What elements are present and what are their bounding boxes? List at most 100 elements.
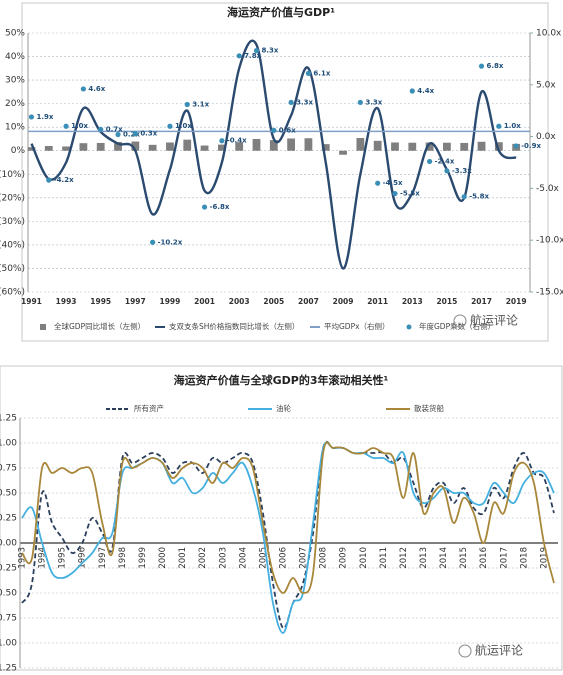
panel-border [21, 2, 549, 342]
x-tick-label: 1995 [90, 297, 111, 306]
y2-tick-label: -10.0x [536, 236, 563, 246]
legend-swatch [406, 324, 412, 330]
value-label: 0.6x [279, 126, 296, 134]
scatter-point [409, 88, 415, 94]
value-label: 3.3x [296, 98, 313, 106]
value-label: 4.4x [417, 87, 434, 95]
value-label: -4.5x [383, 179, 403, 187]
value-label: 6.8x [487, 62, 504, 70]
scatter-point [253, 48, 260, 54]
scatter-point [444, 168, 450, 174]
scatter-point [461, 194, 467, 200]
x-tick-label: 2002 [198, 547, 208, 569]
x-tick-label: 1997 [125, 297, 146, 306]
bar [287, 138, 296, 151]
legend-label: 平均GDPx（右侧） [324, 321, 390, 331]
value-label: -6.8x [210, 203, 230, 211]
value-label: -3.3x [452, 167, 472, 175]
bar [235, 142, 244, 151]
bar [321, 144, 330, 151]
legend-label: 全球GDP同比增长（左侧） [54, 321, 145, 331]
bar [62, 146, 70, 151]
y-tick-label: 40% [5, 52, 25, 62]
value-label: 8.3x [261, 47, 278, 55]
bar [148, 144, 157, 151]
y2-tick-label: 5.0x [536, 80, 556, 90]
y-tick-label: -0.75 [0, 614, 17, 624]
bar [96, 142, 105, 151]
x-tick-label: 2003 [229, 297, 250, 306]
bar [79, 143, 88, 151]
x-tick-label: 2001 [194, 297, 215, 306]
y2-tick-label: 0.0x [536, 132, 556, 142]
watermark-icon [458, 644, 472, 658]
y2-tick-label: 10.0x [536, 29, 562, 39]
x-tick-label: 2010 [359, 547, 369, 569]
scatter-point [496, 123, 502, 129]
bar [166, 142, 174, 151]
x-tick-label: 1991 [21, 297, 42, 306]
y-tick-label: -0.50 [0, 589, 17, 599]
bar [269, 140, 278, 151]
bar [304, 138, 313, 151]
legend-label: 散装货船 [414, 403, 444, 413]
scatter-point [201, 204, 208, 210]
value-label: -0.4x [227, 137, 247, 145]
bar [131, 141, 140, 151]
x-tick-label: 2015 [436, 297, 457, 306]
x-tick-label: 2001 [178, 547, 188, 569]
x-tick-label: 2009 [339, 547, 349, 569]
scatter-point [305, 70, 312, 77]
x-tick-label: 1995 [58, 547, 68, 569]
x-tick-label: 1993 [18, 547, 28, 569]
watermark-icon [453, 314, 467, 328]
y-tick-label: (40%) [0, 240, 25, 250]
value-label: 0.2x [123, 131, 140, 139]
scatter-point [98, 126, 104, 132]
value-label: 4.6x [88, 85, 105, 93]
x-tick-label: 2019 [506, 297, 527, 306]
scatter-point [392, 190, 398, 197]
panel-border [0, 365, 563, 671]
y2-tick-label: -5.0x [536, 184, 560, 194]
bar [183, 139, 192, 151]
y-tick-label: (50%) [0, 264, 25, 274]
scatter-point [288, 99, 294, 106]
y-tick-label: 1.00 [0, 439, 17, 449]
x-tick-label: 2005 [263, 297, 284, 306]
y-tick-label: -0.25 [0, 564, 17, 574]
y-tick-label: 0.00 [0, 539, 17, 549]
x-tick-label: 2017 [471, 297, 492, 306]
scatter-point [478, 63, 485, 69]
scatter-point [115, 131, 121, 138]
x-tick-label: 2008 [319, 547, 329, 569]
x-tick-label: 2000 [158, 547, 168, 569]
scatter-point [427, 158, 433, 165]
value-label: 1.0x [504, 122, 521, 130]
value-label: 1.9x [36, 113, 53, 121]
watermark: 航运评论 [475, 643, 523, 658]
x-tick-label: 2016 [479, 547, 489, 569]
legend-label: 所有资产 [134, 403, 164, 413]
scatter-point [375, 180, 381, 186]
y-tick-label: 0.75 [0, 464, 17, 474]
bar [217, 144, 226, 151]
scatter-point [28, 114, 35, 120]
watermark: 航运评论 [470, 313, 518, 328]
scatter-point [132, 130, 138, 137]
x-tick-label: 2007 [298, 297, 319, 306]
scatter-point [80, 86, 86, 92]
x-tick-label: 2018 [519, 547, 529, 569]
value-label: 3.3x [365, 98, 382, 106]
bar [27, 147, 36, 151]
bar [391, 142, 399, 151]
x-tick-label: 2013 [419, 547, 429, 569]
x-tick-label: 2014 [439, 547, 449, 569]
y-tick-label: -1.25 [0, 664, 17, 672]
series-line [21, 440, 555, 630]
scatter-point [357, 99, 363, 106]
value-label: -4.2x [54, 176, 74, 184]
x-tick-label: 1993 [56, 297, 77, 306]
legend-swatch [40, 324, 46, 330]
